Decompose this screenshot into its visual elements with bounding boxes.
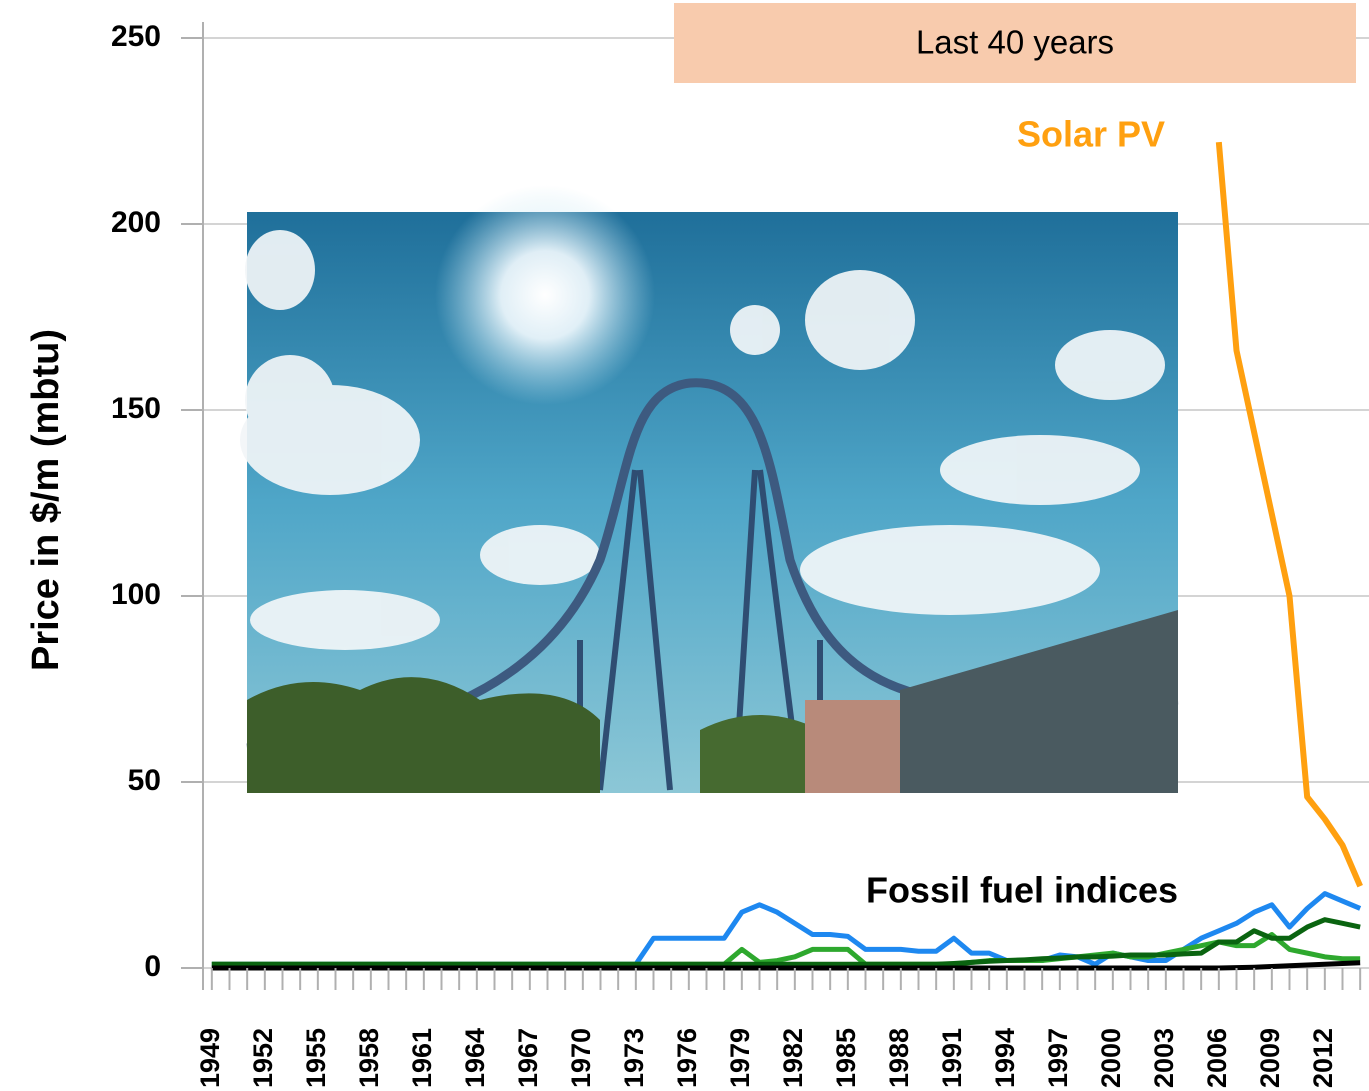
x-tick-label: 2003 bbox=[1149, 1028, 1179, 1088]
x-tick-label: 1973 bbox=[619, 1028, 649, 1088]
y-tick-label: 50 bbox=[128, 764, 161, 797]
x-tick-label: 1988 bbox=[884, 1028, 914, 1088]
x-tick-label: 1958 bbox=[354, 1028, 384, 1088]
x-tick-label: 1964 bbox=[460, 1028, 490, 1088]
x-tick-label: 1976 bbox=[672, 1028, 702, 1088]
x-tick-label: 2006 bbox=[1202, 1028, 1232, 1088]
x-tick-label: 1961 bbox=[407, 1028, 437, 1088]
chart: 0 50 100 150 200 250 1949 1952 1955 1958 1961 1964 1… bbox=[0, 0, 1369, 1091]
annotation: Last 40 years bbox=[916, 24, 1114, 61]
y-tick-label: 100 bbox=[111, 578, 161, 611]
x-tick-label: 1982 bbox=[778, 1028, 808, 1088]
x-tick-label: 1985 bbox=[831, 1028, 861, 1088]
x-tick-label: 1991 bbox=[937, 1028, 967, 1088]
x-tick-label: 1952 bbox=[248, 1028, 278, 1088]
y-tick-label: 250 bbox=[111, 20, 161, 53]
x-tick-label: 2000 bbox=[1096, 1028, 1126, 1088]
x-tick-label: 1970 bbox=[566, 1028, 596, 1088]
y-tick-label: 0 bbox=[144, 950, 161, 983]
y-axis-label: Price in $/m (mbtu) bbox=[25, 329, 67, 671]
x-tick-label: 1994 bbox=[990, 1028, 1020, 1088]
x-tick-label: 1955 bbox=[301, 1028, 331, 1088]
x-tick-label: 1997 bbox=[1043, 1028, 1073, 1088]
y-tick-label: 200 bbox=[111, 206, 161, 239]
x-tick-label: 1949 bbox=[195, 1028, 225, 1088]
line bbox=[212, 935, 1360, 965]
x-tick-label: 1979 bbox=[725, 1028, 755, 1088]
annotation: Solar PV bbox=[1017, 114, 1165, 155]
annotation: Fossil fuel indices bbox=[866, 870, 1178, 911]
x-tick-label: 1967 bbox=[513, 1028, 543, 1088]
x-tick-label: 2009 bbox=[1255, 1028, 1285, 1088]
photo bbox=[240, 185, 1178, 793]
y-tick-label: 150 bbox=[111, 392, 161, 425]
x-tick-label: 2012 bbox=[1308, 1028, 1338, 1088]
line bbox=[1219, 142, 1360, 886]
